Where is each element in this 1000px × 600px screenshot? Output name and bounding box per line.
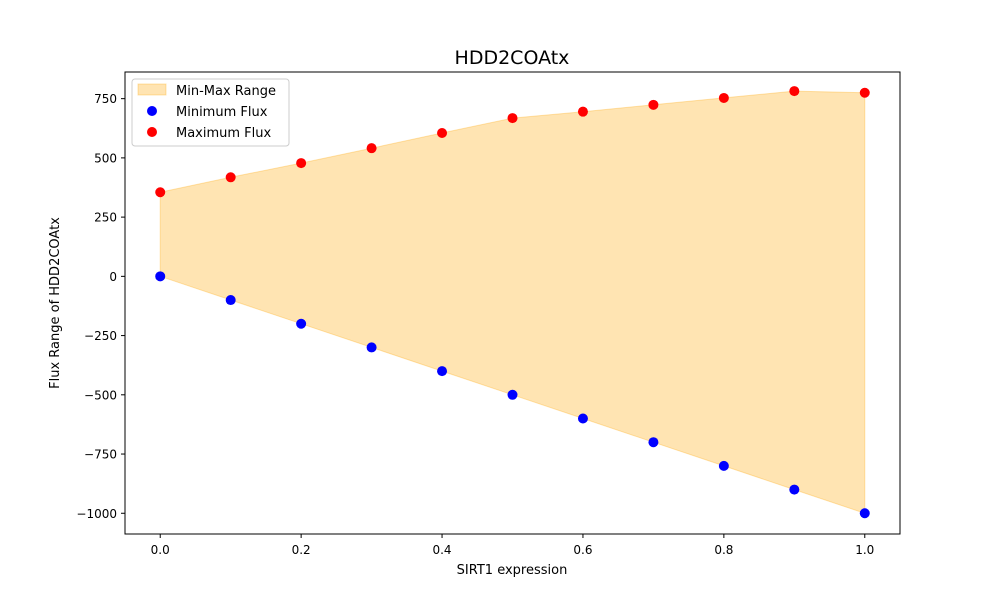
y-tick-label-2: 250 (94, 211, 117, 225)
max-flux-point-1 (225, 172, 236, 183)
x-tick-label-4: 0.8 (714, 543, 733, 557)
min-flux-point-4 (437, 366, 448, 377)
max-flux-point-4 (437, 128, 448, 139)
y-tick-label-3: 0 (109, 270, 117, 284)
min-flux-point-2 (296, 318, 307, 329)
max-flux-point-9 (789, 86, 800, 97)
min-flux-point-10 (859, 508, 870, 519)
plot-area (155, 86, 870, 519)
y-tick-label-5: −500 (84, 388, 117, 402)
min-flux-point-1 (225, 295, 236, 306)
y-axis: 750 500 250 0 −250 −500 −750 −1000 (76, 92, 125, 521)
max-flux-point-0 (155, 187, 166, 198)
y-tick-label-0: 750 (94, 92, 117, 106)
x-tick-label-0: 0.0 (151, 543, 170, 557)
x-tick-label-3: 0.6 (573, 543, 592, 557)
min-flux-point-7 (648, 437, 659, 448)
legend-max-marker (147, 127, 157, 137)
y-tick-label-4: −250 (84, 329, 117, 343)
y-tick-label-1: 500 (94, 151, 117, 165)
legend: Min-Max Range Minimum Flux Maximum Flux (131, 78, 290, 147)
min-flux-point-5 (507, 389, 518, 400)
max-flux-point-10 (859, 87, 870, 98)
legend-range-swatch (137, 83, 167, 96)
max-flux-point-2 (296, 158, 307, 169)
legend-label-max: Maximum Flux (176, 126, 272, 141)
max-flux-point-6 (577, 106, 588, 117)
max-flux-point-7 (648, 99, 659, 110)
max-flux-point-5 (507, 113, 518, 124)
legend-min-marker (147, 106, 157, 116)
max-flux-point-3 (366, 143, 377, 154)
plot-frame (124, 71, 901, 535)
min-flux-point-0 (155, 271, 166, 282)
y-axis-label: Flux Range of HDD2COAtx (48, 217, 63, 389)
max-flux-point-8 (718, 92, 729, 103)
chart-title: HDD2COAtx (455, 47, 570, 69)
legend-label-min: Minimum Flux (176, 105, 268, 120)
min-flux-point-8 (718, 460, 729, 471)
legend-box (131, 78, 290, 147)
x-tick-label-1: 0.2 (292, 543, 311, 557)
x-axis: 0.0 0.2 0.4 0.6 0.8 1.0 (151, 534, 874, 557)
legend-label-range: Min-Max Range (176, 84, 276, 99)
min-flux-point-3 (366, 342, 377, 353)
x-axis-label: SIRT1 expression (457, 563, 568, 578)
min-flux-point-9 (789, 484, 800, 495)
x-tick-label-2: 0.4 (432, 543, 451, 557)
min-flux-point-6 (577, 413, 588, 424)
x-tick-label-5: 1.0 (855, 543, 874, 557)
y-tick-label-7: −1000 (76, 507, 117, 521)
y-tick-label-6: −750 (84, 448, 117, 462)
